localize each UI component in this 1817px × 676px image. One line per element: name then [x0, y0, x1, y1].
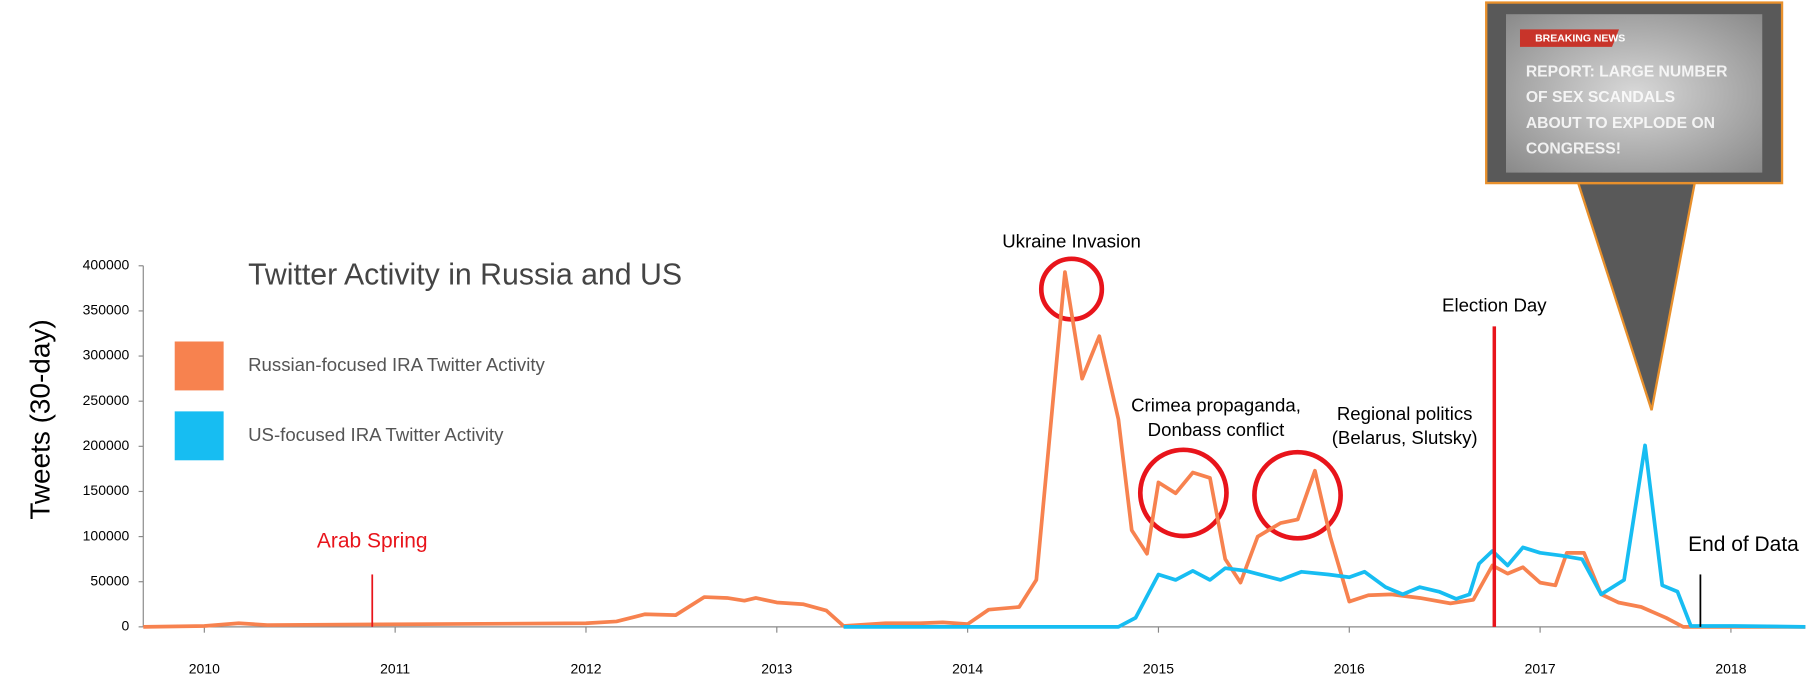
highlight-circle — [1137, 447, 1229, 539]
callout-tail — [1576, 181, 1697, 411]
annotation: (Belarus, Slutsky) — [1332, 427, 1478, 448]
x-tick-label: 2011 — [380, 661, 410, 676]
annotation: Ukraine Invasion — [1002, 230, 1141, 251]
event-label: Arab Spring — [317, 529, 428, 552]
x-tick-label: 2015 — [1143, 661, 1174, 676]
y-tick-label: 350000 — [83, 302, 130, 318]
y-tick-label: 50000 — [90, 572, 129, 588]
callout-text: OF SEX SCANDALS — [1526, 89, 1675, 106]
x-tick-label: 2014 — [952, 661, 983, 676]
callout-lines: REPORT: LARGE NUMBER OF SEX SCANDALS ABOUT… — [1526, 64, 1728, 158]
news-tag — [1519, 29, 1619, 47]
series-line — [843, 443, 1806, 629]
annotation: Crimea propaganda, — [1131, 395, 1301, 416]
callout-text: CONGRESS! — [1526, 140, 1621, 157]
x-tick-label: 2013 — [761, 661, 792, 676]
series-line — [143, 270, 1806, 629]
x-tick-label: 2010 — [189, 661, 220, 676]
legend-swatch — [174, 411, 224, 461]
chart-title: Twitter Activity in Russia and US — [248, 258, 682, 291]
x-tick-label: 2012 — [570, 661, 601, 676]
news-tag-text: BREAKING NEWS — [1535, 33, 1625, 44]
legend-label: Russian-focused IRA Twitter Activity — [248, 354, 545, 375]
x-tick-label: 2017 — [1525, 661, 1556, 676]
x-tick-label: 2016 — [1334, 661, 1365, 676]
event-label: Election Day — [1442, 294, 1547, 315]
legend-swatch — [174, 341, 224, 391]
highlight-circle — [1252, 449, 1343, 541]
y-tick-label: 300000 — [83, 347, 130, 363]
event-label: End of Data — [1688, 533, 1799, 556]
annotation: Donbass conflict — [1148, 419, 1285, 440]
annotation: Regional politics — [1337, 403, 1473, 424]
y-tick-label: 400000 — [83, 256, 130, 272]
callout-text: REPORT: LARGE NUMBER — [1526, 64, 1728, 81]
x-tick-label: 2018 — [1715, 661, 1746, 676]
y-axis-label: Tweets (30-day) — [24, 319, 55, 519]
callout-text: ABOUT TO EXPLODE ON — [1526, 115, 1715, 132]
y-tick-label: 200000 — [83, 437, 130, 453]
y-tick-label: 100000 — [83, 527, 130, 543]
y-tick-label: 0 — [122, 618, 130, 634]
y-tick-label: 150000 — [83, 482, 130, 498]
legend-label: US-focused IRA Twitter Activity — [248, 424, 504, 445]
y-tick-label: 250000 — [83, 392, 130, 408]
